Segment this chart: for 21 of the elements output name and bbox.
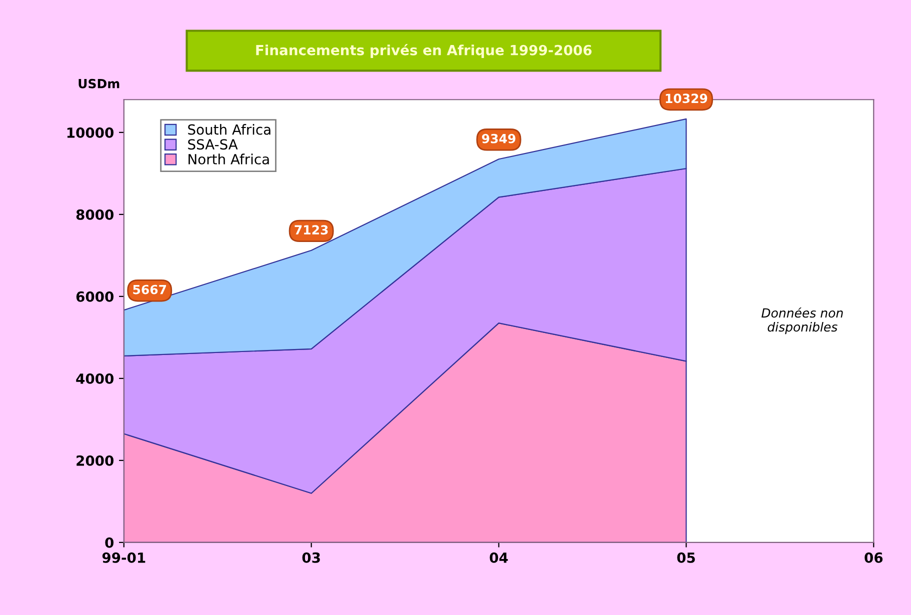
total-label: 7123	[294, 225, 328, 235]
y-tick-label: 6000	[76, 291, 114, 302]
y-tick-label: 8000	[76, 209, 114, 220]
x-tick-label: 99-01	[102, 552, 146, 563]
x-tick-label: 04	[490, 552, 508, 563]
x-tick-label: 06	[864, 552, 883, 563]
x-tick-label: 05	[677, 552, 695, 563]
annotation: Données non disponibles	[762, 307, 843, 334]
legend-label: South Africa	[188, 124, 270, 135]
y-tick-label: 2000	[76, 455, 114, 466]
y-tick-label: 0	[105, 537, 114, 548]
y-tick-label: 10000	[67, 127, 114, 138]
total-label: 9349	[482, 134, 516, 144]
chart-title: Financements privés en Afrique 1999-2006	[256, 44, 592, 58]
x-tick-label: 03	[302, 552, 320, 563]
total-label: 10329	[666, 94, 708, 104]
legend-label: SSA-SA	[188, 139, 238, 150]
y-axis-title: USDm	[78, 78, 120, 88]
total-label: 5667	[133, 284, 166, 294]
y-tick-label: 4000	[76, 373, 114, 384]
legend-label: North Africa	[188, 154, 269, 164]
